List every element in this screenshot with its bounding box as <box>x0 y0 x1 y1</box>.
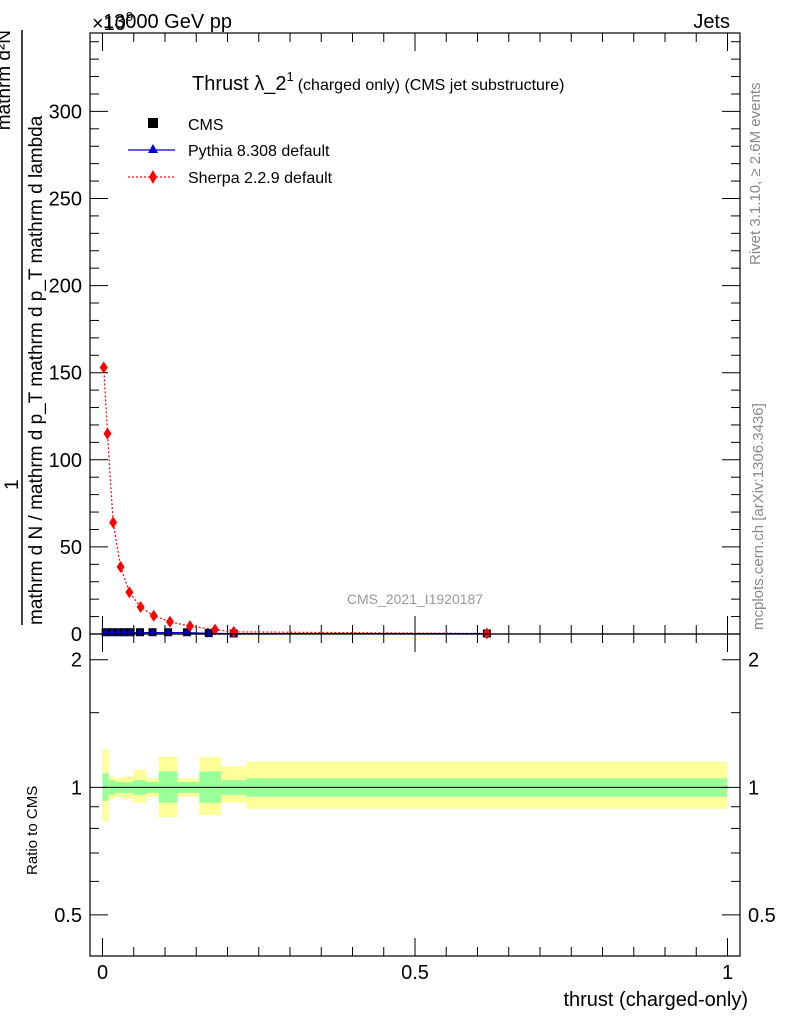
main-ytick-label: 250 <box>49 188 82 210</box>
plot-title: Thrust λ_21(charged only) (CMS jet subst… <box>192 69 564 95</box>
ratio-ytick-label-right: 0.5 <box>748 905 776 927</box>
ylabel-denominator: mathrm d N / mathrm d p_T mathrm d p_T m… <box>26 115 47 625</box>
sherpa-point <box>136 600 145 613</box>
main-ytick-label: 100 <box>49 450 82 472</box>
ylabel-fraction-one: 1 <box>2 479 23 490</box>
legend-label-cms: CMS <box>188 117 224 134</box>
legend-marker-pythia <box>148 144 158 153</box>
sherpa-point <box>166 615 174 628</box>
sherpa-point <box>186 620 194 633</box>
analysis-watermark: CMS_2021_I1920187 <box>347 591 483 607</box>
legend-marker-cms <box>148 118 158 128</box>
ratio-ytick-label: 0.5 <box>54 905 82 927</box>
ratio-ytick-label: 2 <box>71 650 82 672</box>
main-ytick-label: 0 <box>71 624 82 646</box>
sherpa-point <box>116 560 125 573</box>
ratio-plot: 0 0.5 1 0.5 0.5 1 1 2 2 <box>54 633 776 984</box>
ylabel-numerator-top: mathrm d²N <box>0 30 15 130</box>
ratio-ytick-label-right: 2 <box>748 650 759 672</box>
sherpa-point <box>211 623 219 636</box>
sherpa-point <box>103 427 112 440</box>
sherpa-point <box>125 586 134 599</box>
beam-label: 13000 GeV pp <box>103 11 232 33</box>
xlabel: thrust (charged-only) <box>563 989 748 1011</box>
sherpa-point <box>99 361 108 374</box>
ratio-xtick-label: 0 <box>97 962 108 984</box>
legend-label-pythia: Pythia 8.308 default <box>188 143 330 160</box>
main-ytick-label: 150 <box>49 363 82 385</box>
sherpa-point <box>229 625 238 638</box>
main-ylabel: 1 mathrm d N / mathrm d p_T mathrm d p_T… <box>0 30 47 625</box>
main-ytick-label: 50 <box>60 537 82 559</box>
sherpa-point <box>109 516 118 529</box>
mcplots-label: mcplots.cern.ch [arXiv:1306.3436] <box>750 403 767 630</box>
sherpa-point <box>149 609 158 622</box>
legend-marker-sherpa <box>149 170 157 184</box>
legend: CMS Pythia 8.308 default Sherpa 2.2.9 de… <box>128 117 333 187</box>
rivet-label: Rivet 3.1.10, ≥ 2.6M events <box>747 83 764 266</box>
ratio-xtick-label: 1 <box>722 962 733 984</box>
exponent-prefix: ×109 <box>92 9 133 35</box>
sherpa-line <box>103 367 487 635</box>
ratio-xtick-label: 0.5 <box>401 962 429 984</box>
ratio-ytick-label: 1 <box>71 777 82 799</box>
main-ytick-label: 300 <box>49 101 82 123</box>
ratio-ylabel: Ratio to CMS <box>24 786 41 875</box>
legend-label-sherpa: Sherpa 2.2.9 default <box>188 170 333 187</box>
process-label: Jets <box>693 11 730 33</box>
main-ytick-label: 200 <box>49 276 82 298</box>
ratio-ytick-label-right: 1 <box>748 777 759 799</box>
